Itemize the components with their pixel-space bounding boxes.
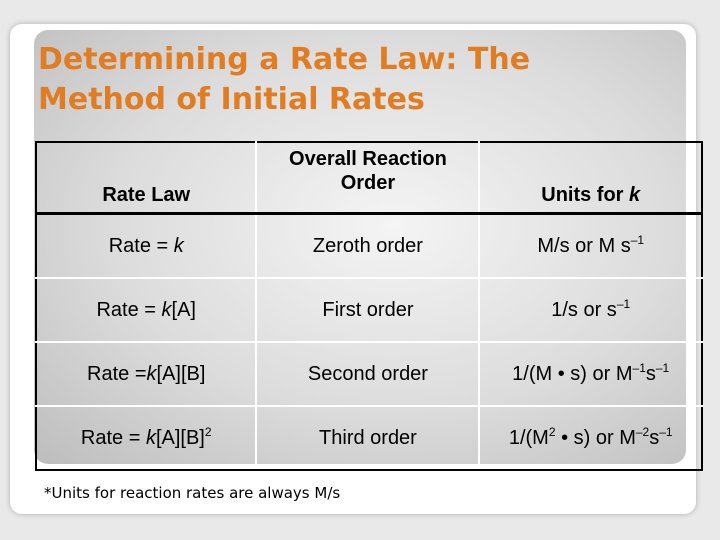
rate-constant-k: k [161, 298, 172, 321]
rate-prefix: Rate = [96, 298, 162, 321]
header-overall-order: Overall Reaction Order [256, 141, 481, 215]
rate-law-cell: Rate =k[A][B] [34, 342, 258, 407]
units-text-1: 1/(M • s) or M [512, 362, 633, 385]
slide-title-line-1: Determining a Rate Law: The [38, 42, 531, 77]
units-sup-1: –1 [632, 360, 646, 375]
order-cell: Third order [256, 406, 481, 471]
units-cell: 1/(M • s) or M–1s–1 [479, 342, 703, 407]
order-cell: Zeroth order [256, 213, 481, 279]
units-text-1: 1/s or s [551, 298, 617, 321]
table-header-row: Rate Law Overall Reaction Order Units fo… [34, 141, 703, 215]
rate-constant-k: k [146, 362, 157, 385]
units-sup-1: 2 [548, 424, 556, 439]
rate-constant-k: k [145, 426, 156, 449]
rate-law-cell: Rate = k[A] [34, 278, 258, 343]
units-cell: 1/(M2 • s) or M–2s–1 [479, 406, 703, 471]
table-row: Rate = k[A] First order 1/s or s–1 [34, 278, 703, 343]
rate-concentrations: [A][B] [155, 426, 205, 449]
table-row: Rate = k Zeroth order M/s or M s–1 [34, 213, 703, 279]
header-units: Units for k [479, 141, 703, 215]
rate-law-table: Rate Law Overall Reaction Order Units fo… [34, 141, 703, 471]
rate-law-cell: Rate = k [34, 213, 258, 279]
header-order-line-2: Order [340, 172, 396, 194]
table-row: Rate = k[A][B]2 Third order 1/(M2 • s) o… [34, 406, 703, 471]
rate-concentrations: [A] [171, 298, 196, 321]
units-cell: 1/s or s–1 [479, 278, 703, 343]
rate-prefix: Rate = [87, 362, 147, 385]
units-text-2: • s) or M [555, 426, 636, 449]
units-text-1: 1/(M [508, 426, 549, 449]
table-row: Rate =k[A][B] Second order 1/(M • s) or … [34, 342, 703, 407]
units-text-1: M/s or M s [537, 234, 631, 257]
rate-law-cell: Rate = k[A][B]2 [34, 406, 258, 471]
slide-title: Determining a Rate Law: The Method of In… [38, 40, 678, 120]
rate-prefix: Rate = [108, 234, 174, 257]
rate-concentrations: [A][B] [156, 362, 206, 385]
rate-exponent: 2 [204, 424, 212, 439]
units-text-2: s [645, 362, 656, 385]
units-text-3: s [649, 426, 660, 449]
rate-prefix: Rate = [80, 426, 146, 449]
header-units-prefix: Units for [541, 184, 630, 206]
footnote: *Units for reaction rates are always M/s [44, 484, 341, 502]
order-cell: First order [256, 278, 481, 343]
units-sup-1: –1 [630, 232, 645, 247]
header-units-k: k [629, 184, 641, 206]
rate-constant-k: k [173, 234, 184, 257]
units-sup-2: –1 [655, 360, 670, 375]
slide-title-line-2: Method of Initial Rates [38, 82, 425, 117]
units-sup-3: –1 [659, 424, 673, 439]
units-sup-2: –2 [635, 424, 650, 439]
units-sup-1: –1 [616, 296, 631, 311]
order-cell: Second order [256, 342, 481, 407]
units-cell: M/s or M s–1 [479, 213, 703, 279]
header-rate-law: Rate Law [34, 141, 258, 215]
header-order-line-1: Overall Reaction [289, 148, 447, 170]
